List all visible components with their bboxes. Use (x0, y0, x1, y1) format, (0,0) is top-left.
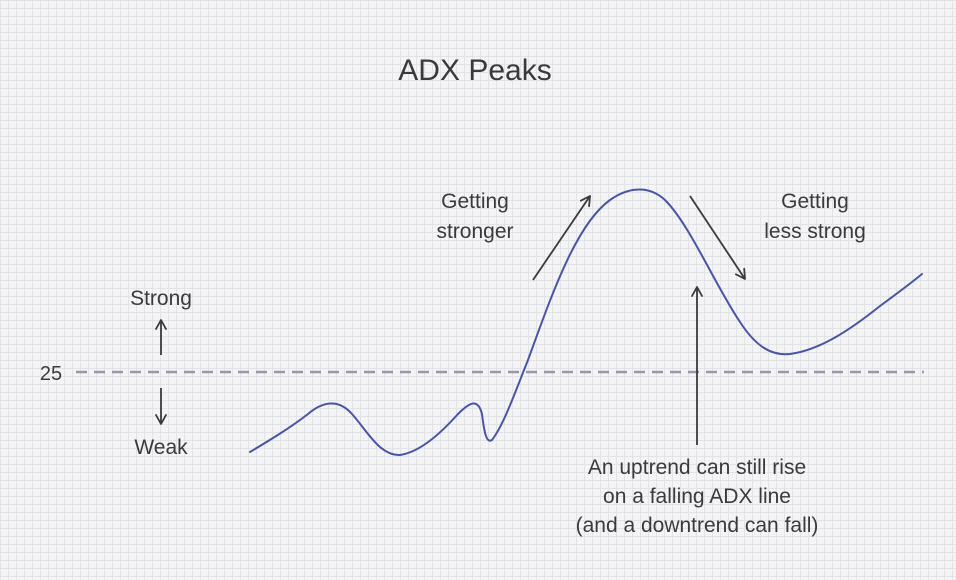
note-line-3: (and a downtrend can fall) (576, 514, 819, 537)
getting-stronger-label-line1: Getting (441, 190, 509, 213)
note-line-1: An uptrend can still rise (588, 456, 806, 479)
weak-label: Weak (134, 436, 188, 459)
falling-arrow (689, 195, 746, 280)
note-line-2: on a falling ADX line (603, 485, 791, 508)
adx-line (249, 188, 923, 457)
getting-stronger-label-line2: stronger (436, 220, 513, 243)
strong-label: Strong (130, 287, 192, 310)
getting-less-strong-label-line1: Getting (781, 190, 849, 213)
chart-title: ADX Peaks (398, 54, 551, 87)
rising-arrow (532, 195, 591, 281)
getting-less-strong-label-line2: less strong (764, 220, 866, 243)
threshold-label: 25 (40, 363, 62, 385)
